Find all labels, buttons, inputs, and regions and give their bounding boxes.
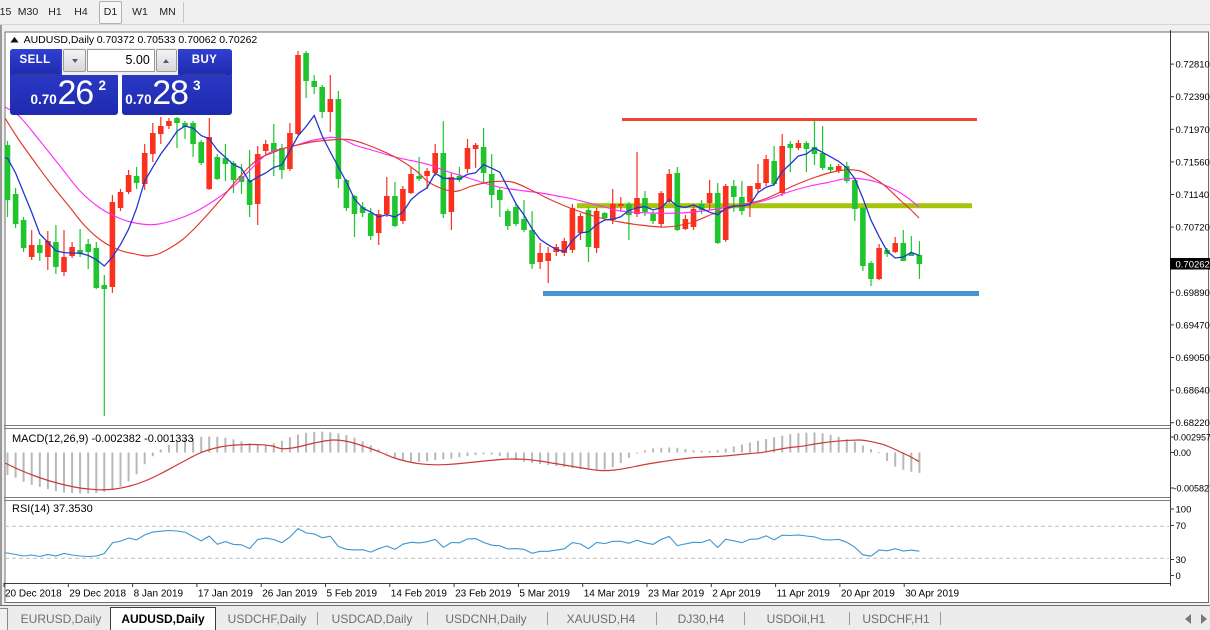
svg-text:29 Dec 2018: 29 Dec 2018 [69, 589, 126, 600]
svg-text:0.68220: 0.68220 [1176, 418, 1210, 429]
svg-text:0.71560: 0.71560 [1176, 157, 1210, 168]
svg-text:70: 70 [1176, 521, 1187, 532]
svg-text:0.72390: 0.72390 [1176, 92, 1210, 103]
svg-text:MACD(12,26,9) -0.002382 -0.001: MACD(12,26,9) -0.002382 -0.001333 [12, 433, 194, 445]
svg-text:11 Apr 2019: 11 Apr 2019 [777, 589, 831, 600]
svg-text:0.69470: 0.69470 [1176, 320, 1210, 331]
svg-text:0.72810: 0.72810 [1176, 60, 1210, 71]
svg-text:2 Apr 2019: 2 Apr 2019 [712, 589, 761, 600]
svg-text:26 Jan 2019: 26 Jan 2019 [262, 589, 317, 600]
svg-text:AUDUSD,Daily: AUDUSD,Daily [24, 34, 95, 46]
svg-text:100: 100 [1176, 505, 1192, 516]
svg-text:0: 0 [1176, 571, 1181, 582]
svg-text:30 Apr 2019: 30 Apr 2019 [905, 589, 959, 600]
svg-text:8 Jan 2019: 8 Jan 2019 [134, 589, 184, 600]
svg-text:0.70262: 0.70262 [1176, 259, 1210, 270]
svg-text:0.70720: 0.70720 [1176, 223, 1210, 234]
svg-text:14 Feb 2019: 14 Feb 2019 [391, 589, 448, 600]
svg-text:0.71970: 0.71970 [1176, 125, 1210, 136]
svg-text:-0.005827: -0.005827 [1174, 483, 1210, 493]
svg-text:20 Apr 2019: 20 Apr 2019 [841, 589, 895, 600]
svg-text:0.69890: 0.69890 [1176, 288, 1210, 299]
svg-text:0.69050: 0.69050 [1176, 353, 1210, 364]
svg-text:5 Mar 2019: 5 Mar 2019 [519, 589, 570, 600]
svg-text:14 Mar 2019: 14 Mar 2019 [584, 589, 641, 600]
svg-text:5 Feb 2019: 5 Feb 2019 [327, 589, 378, 600]
svg-text:23 Mar 2019: 23 Mar 2019 [648, 589, 705, 600]
svg-text:0.00: 0.00 [1174, 448, 1192, 458]
svg-text:0.002957: 0.002957 [1174, 432, 1210, 442]
svg-text:RSI(14) 37.3530: RSI(14) 37.3530 [12, 503, 93, 515]
svg-text:0.71140: 0.71140 [1176, 190, 1210, 201]
svg-text:0.68640: 0.68640 [1176, 386, 1210, 397]
svg-text:30: 30 [1176, 555, 1187, 566]
svg-text:17 Jan 2019: 17 Jan 2019 [198, 589, 253, 600]
svg-text:23 Feb 2019: 23 Feb 2019 [455, 589, 512, 600]
svg-text:20 Dec 2018: 20 Dec 2018 [5, 589, 62, 600]
svg-text:0.70372 0.70533 0.70062 0.7026: 0.70372 0.70533 0.70062 0.70262 [97, 34, 258, 46]
